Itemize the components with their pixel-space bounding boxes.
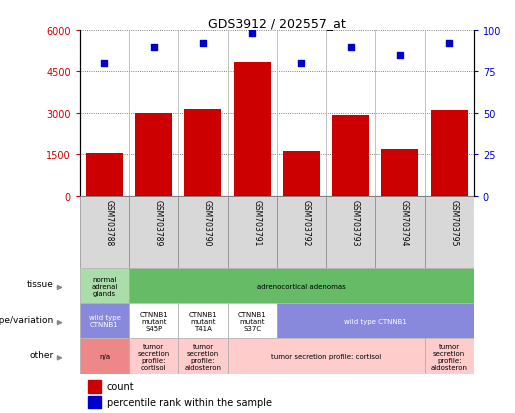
Point bbox=[396, 52, 404, 59]
Text: GSM703795: GSM703795 bbox=[449, 199, 458, 245]
Text: other: other bbox=[29, 350, 54, 359]
Point bbox=[248, 31, 256, 38]
Text: GSM703794: GSM703794 bbox=[400, 199, 409, 245]
Text: GSM703789: GSM703789 bbox=[153, 199, 163, 245]
Text: normal
adrenal
glands: normal adrenal glands bbox=[91, 276, 117, 296]
Bar bbox=[129, 268, 474, 304]
Bar bbox=[129, 339, 178, 374]
Text: genotype/variation: genotype/variation bbox=[0, 315, 54, 324]
Text: wild type
CTNNB1: wild type CTNNB1 bbox=[89, 315, 121, 328]
Bar bbox=[424, 339, 474, 374]
Text: tumor secretion profile: cortisol: tumor secretion profile: cortisol bbox=[271, 353, 381, 359]
Text: tumor
secretion
profile:
aldosteron: tumor secretion profile: aldosteron bbox=[431, 343, 468, 370]
Bar bbox=[277, 304, 474, 339]
Text: count: count bbox=[107, 381, 134, 392]
Text: tumor
secretion
profile:
aldosteron: tumor secretion profile: aldosteron bbox=[184, 343, 221, 370]
Bar bbox=[80, 339, 129, 374]
Bar bbox=[88, 396, 101, 408]
Bar bbox=[228, 196, 277, 268]
Bar bbox=[178, 304, 228, 339]
Bar bbox=[80, 196, 129, 268]
Text: GSM703793: GSM703793 bbox=[351, 199, 359, 245]
Bar bbox=[178, 196, 228, 268]
Bar bbox=[178, 339, 228, 374]
Text: adrenocortical adenomas: adrenocortical adenomas bbox=[257, 283, 346, 289]
Text: CTNNB1
mutant
S37C: CTNNB1 mutant S37C bbox=[238, 311, 267, 331]
Bar bbox=[234, 63, 271, 196]
Bar bbox=[129, 304, 178, 339]
Text: wild type CTNNB1: wild type CTNNB1 bbox=[344, 318, 407, 324]
Text: n/a: n/a bbox=[99, 353, 110, 359]
Bar bbox=[184, 109, 221, 196]
Point bbox=[445, 41, 453, 47]
Bar bbox=[80, 268, 129, 304]
Title: GDS3912 / 202557_at: GDS3912 / 202557_at bbox=[208, 17, 346, 30]
Point bbox=[347, 44, 355, 51]
Bar bbox=[375, 196, 424, 268]
Bar bbox=[86, 154, 123, 196]
Bar bbox=[424, 196, 474, 268]
Bar bbox=[326, 196, 375, 268]
Text: GSM703791: GSM703791 bbox=[252, 199, 261, 245]
Text: GSM703792: GSM703792 bbox=[301, 199, 311, 245]
Bar bbox=[277, 196, 326, 268]
Bar bbox=[283, 152, 320, 196]
Text: GSM703788: GSM703788 bbox=[105, 199, 113, 245]
Point bbox=[149, 44, 158, 51]
Bar bbox=[129, 196, 178, 268]
Bar bbox=[431, 110, 468, 196]
Bar bbox=[332, 116, 369, 196]
Text: percentile rank within the sample: percentile rank within the sample bbox=[107, 397, 271, 407]
Text: tumor
secretion
profile:
cortisol: tumor secretion profile: cortisol bbox=[138, 343, 170, 370]
Bar bbox=[80, 304, 129, 339]
Bar bbox=[135, 114, 172, 196]
Bar bbox=[88, 380, 101, 393]
Point bbox=[297, 61, 305, 67]
Bar bbox=[382, 150, 418, 196]
Text: tissue: tissue bbox=[27, 280, 54, 289]
Text: CTNNB1
mutant
S45P: CTNNB1 mutant S45P bbox=[140, 311, 168, 331]
Text: GSM703790: GSM703790 bbox=[203, 199, 212, 245]
Point bbox=[199, 41, 207, 47]
Bar bbox=[228, 339, 424, 374]
Point bbox=[100, 61, 109, 67]
Bar bbox=[228, 304, 277, 339]
Text: CTNNB1
mutant
T41A: CTNNB1 mutant T41A bbox=[188, 311, 217, 331]
